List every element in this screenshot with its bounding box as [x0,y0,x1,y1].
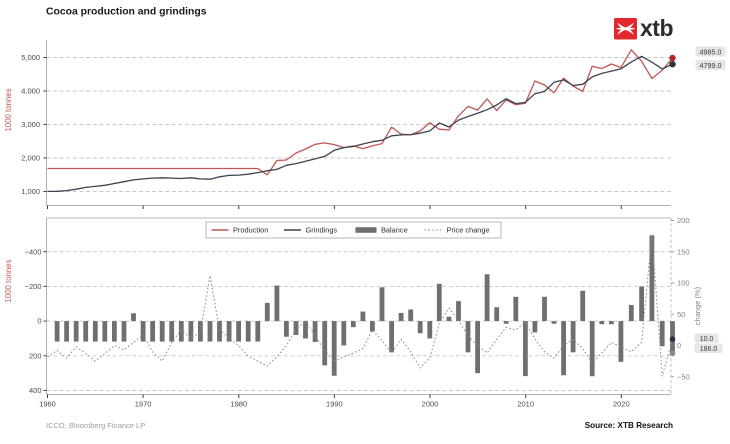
svg-text:1,000: 1,000 [21,187,40,196]
svg-text:1000 tonnes: 1000 tonnes [4,259,13,302]
svg-text:Balance: Balance [381,226,408,235]
svg-text:50: 50 [677,310,685,319]
svg-text:4799.0: 4799.0 [700,61,722,70]
svg-text:Source: XTB Research: Source: XTB Research [585,421,673,430]
svg-text:1000 tonnes: 1000 tonnes [4,88,13,131]
svg-text:Price change: Price change [447,226,490,235]
svg-text:1980: 1980 [230,400,247,409]
svg-text:change (%): change (%) [693,286,702,325]
svg-text:0: 0 [677,341,681,350]
svg-text:5,000: 5,000 [21,53,40,62]
svg-text:4,000: 4,000 [21,87,40,96]
svg-text:−50: −50 [677,372,690,381]
svg-text:400: 400 [29,386,42,395]
svg-text:Cocoa production and grindings: Cocoa production and grindings [46,7,207,18]
svg-text:Production: Production [233,226,268,235]
svg-text:Grindings: Grindings [306,226,338,235]
svg-text:100: 100 [677,279,690,288]
svg-text:2010: 2010 [517,400,534,409]
svg-text:3,000: 3,000 [21,120,40,129]
svg-text:−200: −200 [25,282,42,291]
svg-text:200: 200 [677,216,690,225]
svg-text:−400: −400 [25,247,42,256]
svg-text:0: 0 [37,317,41,326]
svg-text:2000: 2000 [422,400,439,409]
svg-text:186.0: 186.0 [700,346,718,353]
svg-text:2020: 2020 [613,400,630,409]
svg-text:10.0: 10.0 [700,336,714,343]
svg-text:1990: 1990 [326,400,343,409]
svg-text:1960: 1960 [39,400,56,409]
svg-text:200: 200 [29,351,42,360]
svg-text:150: 150 [677,247,690,256]
svg-text:2,000: 2,000 [21,154,40,163]
svg-text:1970: 1970 [135,400,152,409]
svg-text:4985.0: 4985.0 [700,47,722,56]
svg-text:ICCO, Bloomberg Finance LP: ICCO, Bloomberg Finance LP [46,421,145,430]
svg-text:xtb: xtb [640,15,673,41]
